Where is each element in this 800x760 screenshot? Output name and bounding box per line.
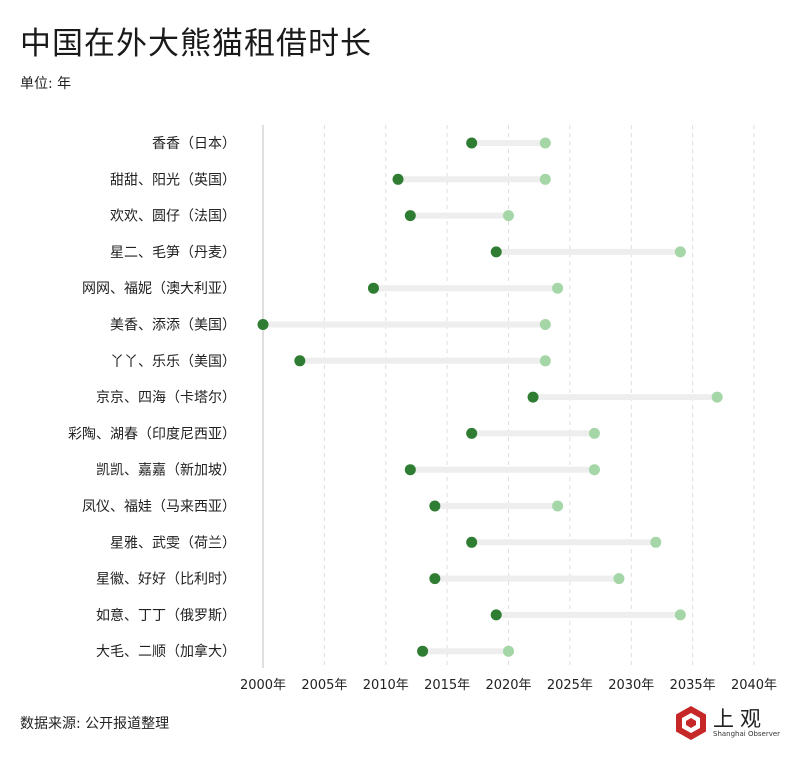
end-point [588,427,600,439]
end-point [613,573,625,585]
end-point [552,282,564,294]
category-label: 欢欢、圆仔（法国） [110,209,236,225]
start-point [490,609,502,621]
end-point [552,500,564,512]
end-point [503,645,514,657]
category-label: 网网、福妮（澳大利亚） [82,281,236,297]
x-tick-label: 2030年 [608,678,654,693]
x-tick-label: 2035年 [670,678,716,693]
end-point [539,137,551,149]
start-point [417,645,429,657]
start-point [527,391,539,403]
end-point [503,210,514,222]
end-point [539,173,551,185]
logo-subtitle: Shanghai Observer [713,730,781,738]
start-point [466,536,478,548]
start-point [367,282,379,294]
category-label: 如意、丁丁（俄罗斯） [96,607,236,624]
start-point [429,573,441,585]
start-point [392,173,404,185]
x-tick-label: 2040年 [731,678,777,693]
start-point [404,464,416,476]
category-label: 星二、毛笋（丹麦） [110,244,236,261]
start-point [466,427,478,439]
start-point [257,319,269,330]
end-point [674,609,686,621]
x-tick-label: 2015年 [424,678,470,693]
category-label: 香香（日本） [152,136,236,152]
category-label: 丫丫、乐乐（美国） [110,354,236,370]
chart-title: 中国在外大熊猫租借时长 [20,26,372,62]
category-label: 京京、四海（卡塔尔） [96,390,236,406]
start-point [404,210,416,222]
x-tick-label: 2000年 [240,678,286,693]
start-point [294,355,306,367]
start-point [466,137,478,149]
end-point [711,391,723,403]
category-label: 美香、添添（美国） [110,318,236,334]
category-label: 凯凯、嘉嘉（新加坡） [96,463,236,479]
category-label: 大毛、二顺（加拿大） [96,643,236,660]
x-tick-label: 2010年 [363,678,409,693]
end-point [539,319,551,330]
end-point [539,355,551,367]
category-label: 星雅、武雯（荷兰） [110,535,236,551]
start-point [490,246,502,258]
end-point [650,536,662,548]
logo-text: 上观 [713,707,767,731]
x-tick-label: 2020年 [485,678,531,693]
x-tick-label: 2025年 [547,678,593,693]
x-tick-label: 2005年 [301,678,347,693]
category-label: 彩陶、湖春（印度尼西亚） [68,426,236,442]
category-label: 甜甜、阳光（英国） [110,171,236,188]
shanghai-observer-logo: 上观 Shanghai Observer [673,703,783,747]
end-point [674,246,686,258]
end-point [588,464,600,476]
logo-hexagon-icon [676,706,706,740]
source-label: 数据来源: 公开报道整理 [20,716,170,732]
dumbbell-chart: 2000年 2005年 2010年 2015年 2020年 2025年 2030年 2035年… [68,125,777,693]
start-point [429,500,441,512]
category-label: 星徽、好好（比利时） [96,572,236,588]
unit-label: 单位: 年 [20,76,72,92]
category-label: 凤仪、福娃（马来西亚） [82,499,236,515]
